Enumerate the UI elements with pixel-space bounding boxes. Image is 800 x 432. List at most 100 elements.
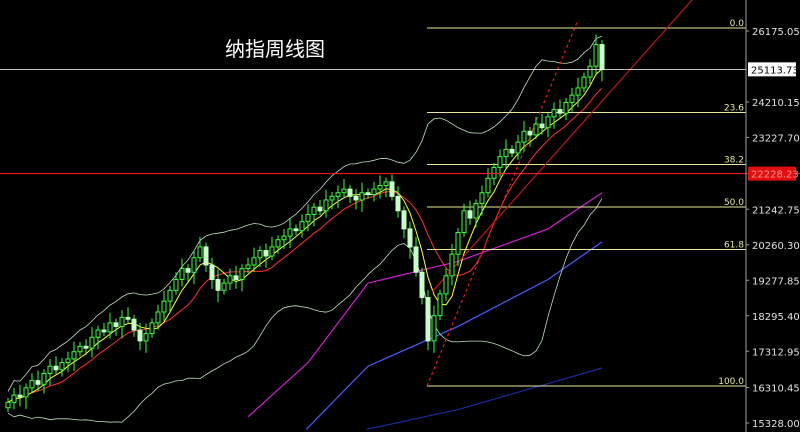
candle-body bbox=[449, 253, 455, 277]
long-ma-line-0 bbox=[247, 192, 603, 418]
candle-body bbox=[173, 278, 179, 291]
candle-body bbox=[539, 123, 545, 129]
y-tick-label: 23227.70 bbox=[752, 134, 800, 145]
candle-body bbox=[89, 336, 95, 349]
candle-body bbox=[101, 329, 107, 333]
candle bbox=[521, 121, 527, 152]
candle bbox=[407, 221, 413, 259]
candle-body bbox=[11, 394, 17, 403]
candle bbox=[341, 178, 347, 198]
candle-body bbox=[203, 246, 209, 266]
candle bbox=[209, 257, 215, 289]
candle-body bbox=[557, 109, 563, 114]
candle-body bbox=[149, 322, 155, 335]
candle-body bbox=[251, 257, 257, 266]
fib-label-2: 38.2 bbox=[724, 155, 744, 165]
y-tick-label: 20260.30 bbox=[752, 241, 800, 252]
candle bbox=[269, 236, 275, 261]
candle bbox=[455, 228, 461, 267]
y-tick-label: 18295.40 bbox=[752, 312, 800, 323]
candle-body bbox=[311, 206, 317, 215]
candle-body bbox=[41, 372, 47, 385]
candle-body bbox=[353, 195, 359, 201]
candle-body bbox=[113, 322, 119, 327]
candle-body bbox=[65, 358, 71, 364]
candle bbox=[287, 218, 293, 249]
candle-body bbox=[515, 141, 521, 154]
candle-body bbox=[551, 109, 557, 118]
candle bbox=[17, 384, 23, 407]
candle-body bbox=[143, 333, 149, 342]
y-tick-label: 21242.75 bbox=[752, 205, 800, 216]
candle-body bbox=[479, 192, 485, 205]
candle-body bbox=[437, 293, 443, 317]
candle-body bbox=[419, 271, 425, 299]
candle bbox=[29, 373, 35, 393]
candle bbox=[515, 134, 521, 160]
candle bbox=[89, 327, 95, 358]
candle-body bbox=[473, 203, 479, 219]
candle bbox=[83, 339, 89, 355]
candle-body bbox=[497, 156, 503, 168]
candle-body bbox=[245, 264, 251, 270]
candle bbox=[137, 322, 143, 351]
candle-body bbox=[53, 365, 59, 371]
candle bbox=[371, 181, 377, 202]
candle-body bbox=[401, 210, 407, 230]
candle-body bbox=[59, 362, 65, 371]
candle-body bbox=[491, 166, 497, 179]
candle-body bbox=[257, 250, 263, 259]
candle bbox=[359, 182, 365, 212]
candle bbox=[275, 235, 281, 254]
candle bbox=[581, 72, 587, 93]
fib-label-4: 61.8 bbox=[724, 240, 744, 250]
candle bbox=[509, 145, 515, 158]
candle bbox=[377, 175, 383, 199]
candle-body bbox=[425, 297, 431, 342]
candle-body bbox=[365, 192, 371, 196]
candle-body bbox=[83, 345, 89, 349]
candle bbox=[575, 77, 581, 108]
candle-body bbox=[395, 195, 401, 212]
candle-body bbox=[443, 275, 449, 295]
candle bbox=[311, 202, 317, 227]
candle-body bbox=[35, 380, 41, 385]
candle-body bbox=[287, 228, 293, 237]
candle-body bbox=[263, 250, 269, 257]
candle bbox=[113, 318, 119, 336]
y-tick-label: 16310.45 bbox=[752, 384, 800, 395]
ma-mid-line bbox=[7, 87, 603, 403]
candle bbox=[557, 99, 563, 118]
candle bbox=[383, 177, 389, 198]
candle bbox=[473, 199, 479, 228]
candle bbox=[203, 242, 209, 272]
candle bbox=[107, 312, 113, 339]
candle-body bbox=[389, 181, 395, 197]
candle-body bbox=[461, 210, 467, 233]
candle bbox=[65, 351, 71, 372]
candle bbox=[401, 206, 407, 239]
candle-body bbox=[269, 246, 275, 257]
candle-body bbox=[281, 235, 287, 241]
candle-body bbox=[593, 44, 599, 67]
candle bbox=[59, 358, 65, 377]
marked-price-label: 22228.23 bbox=[751, 170, 799, 181]
candle-body bbox=[455, 231, 461, 255]
candle bbox=[257, 246, 263, 268]
candle bbox=[245, 257, 251, 273]
candle-body bbox=[17, 394, 23, 398]
candle-body bbox=[131, 318, 137, 331]
y-tick-label: 26175.05 bbox=[752, 27, 800, 38]
long-ma-line-2 bbox=[366, 367, 603, 430]
bollinger-lower bbox=[7, 198, 603, 423]
candle-body bbox=[299, 221, 305, 232]
candle-body bbox=[503, 148, 509, 158]
candle bbox=[167, 285, 173, 314]
candle bbox=[305, 204, 311, 232]
candle-body bbox=[47, 365, 53, 374]
ma-fast-line bbox=[7, 68, 603, 403]
candle bbox=[35, 370, 41, 392]
candle bbox=[533, 116, 539, 140]
candle bbox=[5, 398, 11, 413]
